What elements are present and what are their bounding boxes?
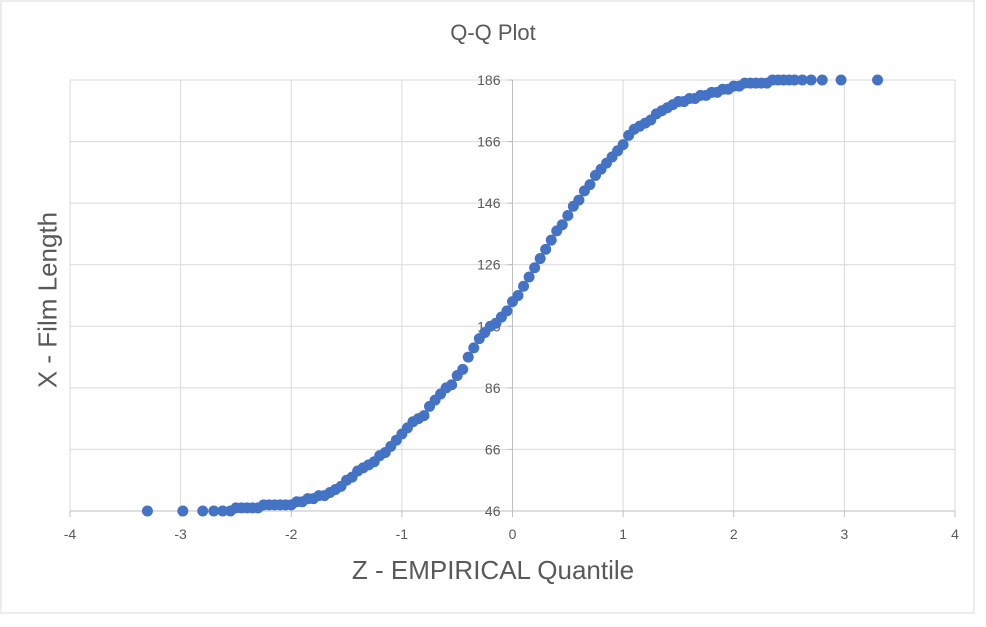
y-tick-label: 146 <box>477 195 501 211</box>
y-tick-label: 46 <box>485 503 501 519</box>
chart-border <box>0 0 975 614</box>
data-point <box>562 209 574 221</box>
x-tick-label: -1 <box>396 526 409 542</box>
data-point <box>540 243 552 255</box>
data-point <box>208 505 220 517</box>
x-tick-label: 2 <box>730 526 738 542</box>
y-tick-label: 86 <box>485 380 501 396</box>
x-tick-label: -3 <box>174 526 187 542</box>
data-point <box>501 305 513 317</box>
y-tick-label: 166 <box>477 134 501 150</box>
data-point <box>523 271 535 283</box>
y-axis-label: X - Film Length <box>32 211 63 389</box>
y-tick-label: 126 <box>477 257 501 273</box>
data-point <box>545 234 557 246</box>
data-point <box>816 74 828 86</box>
data-point <box>518 280 530 292</box>
data-point <box>512 290 524 301</box>
data-point <box>835 74 847 86</box>
data-point <box>796 74 808 86</box>
x-tick-label: 3 <box>840 526 848 542</box>
y-tick-label: 66 <box>485 441 501 457</box>
data-points <box>141 74 884 517</box>
data-point <box>805 74 817 86</box>
chart-title: Q-Q Plot <box>450 20 536 45</box>
data-point <box>534 253 546 265</box>
x-tick-label: -4 <box>64 526 77 542</box>
data-point <box>872 74 884 86</box>
data-point <box>789 74 801 86</box>
data-point <box>177 505 189 517</box>
data-point <box>468 342 480 354</box>
x-tick-label: 0 <box>509 526 517 542</box>
y-tick-label: 186 <box>477 72 501 88</box>
data-point <box>617 139 629 151</box>
data-point <box>529 262 541 274</box>
data-point <box>584 179 596 191</box>
data-point <box>418 410 430 422</box>
data-point <box>556 219 568 231</box>
x-tick-label: 1 <box>619 526 627 542</box>
data-point <box>217 505 229 517</box>
x-axis-label: Z - EMPIRICAL Quantile <box>351 555 635 585</box>
data-point <box>462 351 474 363</box>
x-tick-label: -2 <box>285 526 298 542</box>
data-point <box>446 379 458 391</box>
x-tick-label: 4 <box>951 526 959 542</box>
data-point <box>141 505 153 517</box>
data-point <box>457 363 469 375</box>
data-point <box>573 194 585 206</box>
data-point <box>197 505 209 517</box>
